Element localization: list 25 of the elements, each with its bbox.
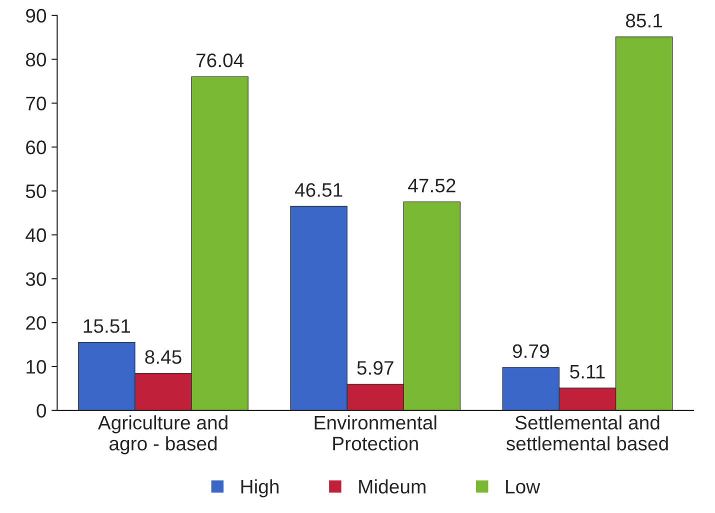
data-label: 8.45: [145, 350, 182, 364]
y-tick-label: 0: [36, 404, 46, 418]
y-tick-label: 60: [26, 140, 46, 154]
data-label: 5.11: [570, 365, 605, 379]
y-tick-label: 10: [26, 360, 46, 374]
data-label: 46.51: [294, 183, 342, 197]
data-label: 47.52: [408, 178, 456, 192]
data-label: 76.04: [196, 53, 244, 68]
y-tick-label: 90: [26, 8, 46, 23]
data-label: 5.97: [357, 361, 394, 375]
y-tick-label: 40: [26, 228, 46, 242]
data-label: 9.79: [512, 344, 549, 358]
legend-label: High: [241, 479, 279, 498]
x-tick-label: Settlemental and settlemental based: [506, 415, 668, 450]
y-tick-label: 80: [26, 52, 46, 67]
y-tick-label: 50: [26, 184, 46, 198]
x-tick-label: Environmental Protection: [314, 415, 436, 450]
legend-label: Low: [506, 480, 540, 494]
legend-label: Mideum: [359, 479, 426, 494]
y-tick-label: 70: [26, 96, 46, 110]
x-tick-label: Agriculture and agro - based: [98, 415, 228, 454]
data-label: 85.1: [626, 14, 662, 28]
y-tick-label: 30: [26, 272, 46, 286]
y-tick-label: 20: [26, 316, 46, 330]
data-label: 15.51: [84, 319, 130, 333]
